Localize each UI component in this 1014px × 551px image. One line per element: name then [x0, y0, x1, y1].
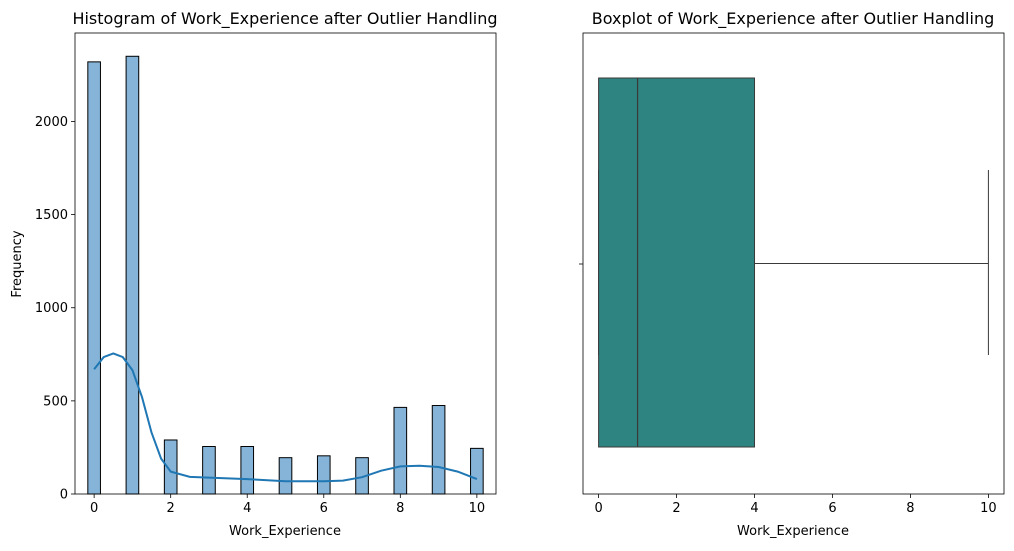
x-tick-label: 8 [396, 501, 404, 516]
histogram-y-ticks: 0 500 1000 1500 2000 [35, 115, 75, 503]
boxplot-marks [598, 77, 989, 448]
x-tick-label: 10 [469, 501, 486, 516]
histogram-bar [125, 55, 140, 495]
x-tick-label: 0 [90, 501, 98, 516]
x-tick-label: 2 [672, 501, 680, 516]
boxplot-box [598, 77, 756, 448]
histogram-plot-frame [74, 32, 497, 495]
x-tick-label: 2 [167, 501, 175, 516]
histogram-title: Histogram of Work_Experience after Outli… [72, 9, 497, 29]
y-tick-label: 1500 [35, 208, 68, 223]
histogram-x-axis-label: Work_Experience [229, 524, 341, 539]
boxplot-x-ticks: 0 2 4 6 8 10 [594, 494, 997, 516]
boxplot-chart: Boxplot of Work_Experience after Outlier… [579, 9, 1005, 539]
x-tick-label: 6 [320, 501, 328, 516]
y-tick-label: 500 [43, 394, 68, 409]
histogram-bar [316, 455, 331, 495]
x-tick-label: 4 [243, 501, 251, 516]
histogram-bar [202, 446, 216, 495]
x-tick-label: 4 [750, 501, 758, 516]
histogram-bar [393, 406, 408, 495]
histogram-bar [431, 405, 446, 495]
histogram-bar [87, 61, 101, 495]
histogram-bar [470, 447, 484, 495]
kde-curve [93, 352, 478, 483]
histogram-bars [87, 55, 484, 495]
histogram-chart: Histogram of Work_Experience after Outli… [10, 9, 498, 539]
y-tick-label: 2000 [35, 115, 68, 130]
boxplot-title: Boxplot of Work_Experience after Outlier… [592, 9, 995, 29]
histogram-x-ticks: 0 2 4 6 8 10 [90, 494, 485, 516]
y-tick-label: 1000 [35, 301, 68, 316]
boxplot-x-axis-label: Work_Experience [737, 524, 849, 539]
x-tick-label: 8 [906, 501, 914, 516]
histogram-y-axis-label: Frequency [10, 230, 25, 297]
boxplot-plot-frame [582, 32, 1005, 495]
x-tick-label: 6 [828, 501, 836, 516]
y-tick-label: 0 [60, 488, 68, 503]
x-tick-label: 10 [980, 501, 997, 516]
histogram-bar [240, 446, 255, 495]
histogram-bar [278, 457, 293, 495]
x-tick-label: 0 [594, 501, 602, 516]
